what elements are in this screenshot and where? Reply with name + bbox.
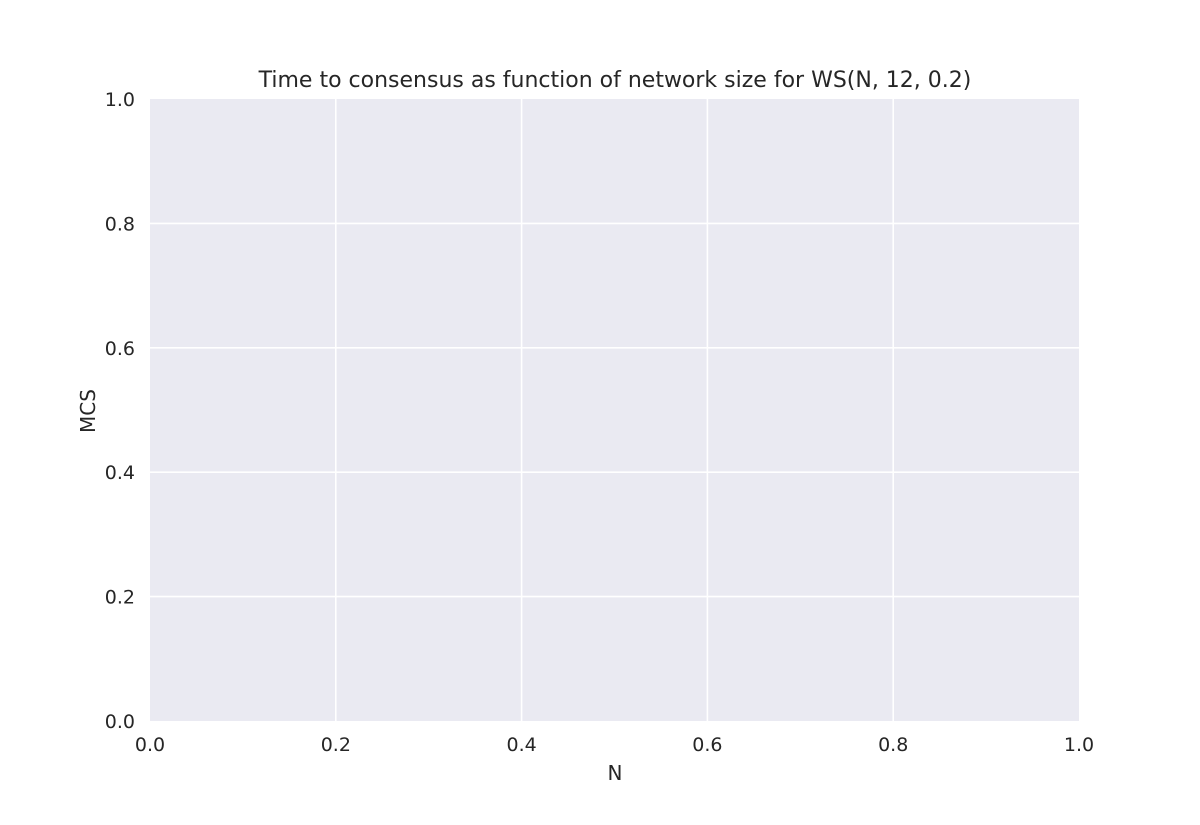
y-axis-ticks: 0.0 0.2 0.4 0.6 0.8 1.0 — [105, 89, 135, 733]
y-tick-label: 0.4 — [105, 462, 135, 484]
y-gridlines — [150, 222, 1079, 598]
y-tick-label: 1.0 — [105, 89, 135, 111]
chart-title: Time to consensus as function of network… — [258, 68, 972, 93]
x-tick-label: 0.6 — [692, 734, 722, 756]
x-tick-label: 0.4 — [506, 734, 536, 756]
y-tick-label: 0.8 — [105, 213, 135, 235]
x-gridlines — [334, 99, 895, 721]
plot-area — [150, 99, 1079, 721]
x-tick-label: 0.8 — [878, 734, 908, 756]
y-tick-label: 0.6 — [105, 338, 135, 360]
x-tick-label: 1.0 — [1064, 734, 1094, 756]
x-axis-ticks: 0.0 0.2 0.4 0.6 0.8 1.0 — [135, 734, 1094, 756]
y-tick-label: 0.0 — [105, 711, 135, 733]
x-tick-label: 0.0 — [135, 734, 165, 756]
x-axis-label: N — [608, 761, 623, 785]
y-axis-label: MCS — [76, 389, 100, 433]
y-tick-label: 0.2 — [105, 587, 135, 609]
x-tick-label: 0.2 — [321, 734, 351, 756]
